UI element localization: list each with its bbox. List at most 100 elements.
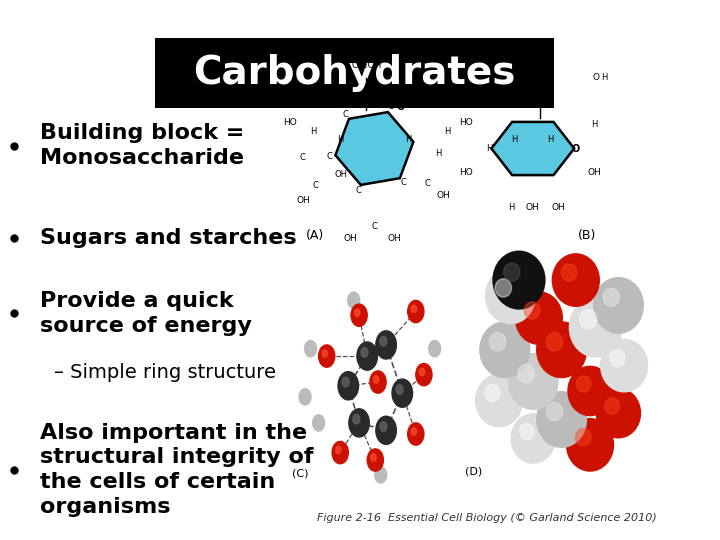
Circle shape bbox=[374, 376, 379, 383]
FancyBboxPatch shape bbox=[155, 38, 554, 108]
Circle shape bbox=[305, 341, 317, 357]
Circle shape bbox=[518, 364, 534, 383]
Circle shape bbox=[524, 302, 540, 319]
Circle shape bbox=[408, 300, 424, 322]
Text: H: H bbox=[338, 134, 344, 144]
Circle shape bbox=[495, 279, 511, 297]
Text: Provide a quick
source of energy: Provide a quick source of energy bbox=[40, 291, 251, 335]
Circle shape bbox=[546, 402, 562, 421]
Circle shape bbox=[332, 441, 348, 464]
Text: H: H bbox=[487, 144, 492, 153]
Text: OH: OH bbox=[526, 203, 540, 212]
Circle shape bbox=[419, 368, 425, 376]
Circle shape bbox=[376, 331, 396, 359]
Circle shape bbox=[566, 418, 614, 472]
Circle shape bbox=[300, 389, 311, 405]
Text: (C): (C) bbox=[292, 469, 308, 478]
Circle shape bbox=[370, 371, 386, 393]
Text: C: C bbox=[312, 181, 318, 190]
Circle shape bbox=[416, 363, 432, 386]
Text: (A): (A) bbox=[306, 230, 324, 242]
Circle shape bbox=[319, 345, 335, 367]
Circle shape bbox=[411, 305, 417, 313]
Circle shape bbox=[380, 336, 387, 346]
Text: Building block =
Monosaccharide: Building block = Monosaccharide bbox=[40, 124, 244, 168]
Text: OH: OH bbox=[334, 170, 347, 179]
Text: HO: HO bbox=[459, 118, 473, 127]
Circle shape bbox=[475, 374, 523, 427]
Text: H: H bbox=[310, 127, 316, 137]
Text: C: C bbox=[372, 222, 377, 231]
Text: OH: OH bbox=[587, 167, 601, 177]
Text: H: H bbox=[508, 203, 514, 212]
Circle shape bbox=[354, 309, 360, 316]
Circle shape bbox=[546, 333, 562, 351]
Text: H: H bbox=[602, 73, 608, 82]
Circle shape bbox=[361, 348, 368, 357]
Text: – Simple ring structure: – Simple ring structure bbox=[54, 363, 276, 382]
Text: (D): (D) bbox=[465, 467, 482, 476]
Text: OH: OH bbox=[387, 234, 401, 243]
Text: CH₂OH: CH₂OH bbox=[351, 62, 382, 70]
Text: H: H bbox=[405, 134, 411, 144]
Circle shape bbox=[485, 267, 536, 325]
Text: C: C bbox=[387, 102, 393, 111]
Text: O: O bbox=[572, 144, 580, 153]
Circle shape bbox=[569, 298, 623, 357]
Circle shape bbox=[490, 333, 505, 351]
Text: H: H bbox=[436, 148, 442, 158]
Circle shape bbox=[376, 416, 396, 444]
Circle shape bbox=[312, 415, 325, 431]
Circle shape bbox=[536, 391, 588, 448]
Text: OH: OH bbox=[437, 191, 451, 200]
Circle shape bbox=[510, 413, 556, 464]
Text: HO: HO bbox=[459, 167, 473, 177]
Circle shape bbox=[411, 428, 417, 435]
Circle shape bbox=[575, 429, 591, 446]
Text: OH: OH bbox=[551, 203, 565, 212]
Circle shape bbox=[348, 292, 360, 308]
Circle shape bbox=[577, 376, 591, 392]
Polygon shape bbox=[336, 112, 413, 185]
Circle shape bbox=[338, 372, 359, 400]
Circle shape bbox=[429, 341, 441, 357]
Text: Also important in the
structural integrity of
the cells of certain
organisms: Also important in the structural integri… bbox=[40, 423, 313, 517]
Circle shape bbox=[485, 384, 500, 402]
Text: OH: OH bbox=[343, 234, 358, 243]
Circle shape bbox=[508, 353, 559, 410]
Text: C: C bbox=[401, 178, 407, 187]
Circle shape bbox=[503, 263, 520, 281]
Text: Carbohydrates: Carbohydrates bbox=[194, 54, 516, 92]
Circle shape bbox=[349, 409, 369, 437]
Circle shape bbox=[580, 309, 597, 329]
Circle shape bbox=[610, 349, 625, 367]
Text: C: C bbox=[342, 110, 348, 119]
Circle shape bbox=[552, 253, 600, 307]
Text: H: H bbox=[591, 120, 597, 130]
Circle shape bbox=[536, 321, 588, 379]
Circle shape bbox=[392, 379, 413, 407]
Text: O: O bbox=[593, 73, 599, 82]
Circle shape bbox=[336, 446, 341, 454]
Circle shape bbox=[375, 467, 387, 483]
Circle shape bbox=[567, 366, 613, 416]
Circle shape bbox=[357, 342, 377, 370]
Circle shape bbox=[322, 350, 328, 357]
Circle shape bbox=[515, 291, 563, 345]
Text: CH₂OH: CH₂OH bbox=[525, 66, 555, 75]
Circle shape bbox=[380, 422, 387, 431]
Text: Figure 2-16  Essential Cell Biology (© Garland Science 2010): Figure 2-16 Essential Cell Biology (© Ga… bbox=[317, 514, 657, 523]
Circle shape bbox=[367, 449, 384, 471]
Circle shape bbox=[351, 304, 367, 326]
Text: H: H bbox=[444, 127, 451, 137]
Circle shape bbox=[408, 423, 424, 445]
Text: O: O bbox=[396, 102, 404, 112]
Circle shape bbox=[562, 264, 577, 281]
Circle shape bbox=[493, 252, 544, 308]
Circle shape bbox=[480, 321, 531, 379]
Text: C: C bbox=[327, 152, 333, 161]
Circle shape bbox=[593, 277, 644, 334]
Circle shape bbox=[342, 377, 349, 387]
Circle shape bbox=[371, 454, 376, 461]
Circle shape bbox=[600, 339, 648, 393]
